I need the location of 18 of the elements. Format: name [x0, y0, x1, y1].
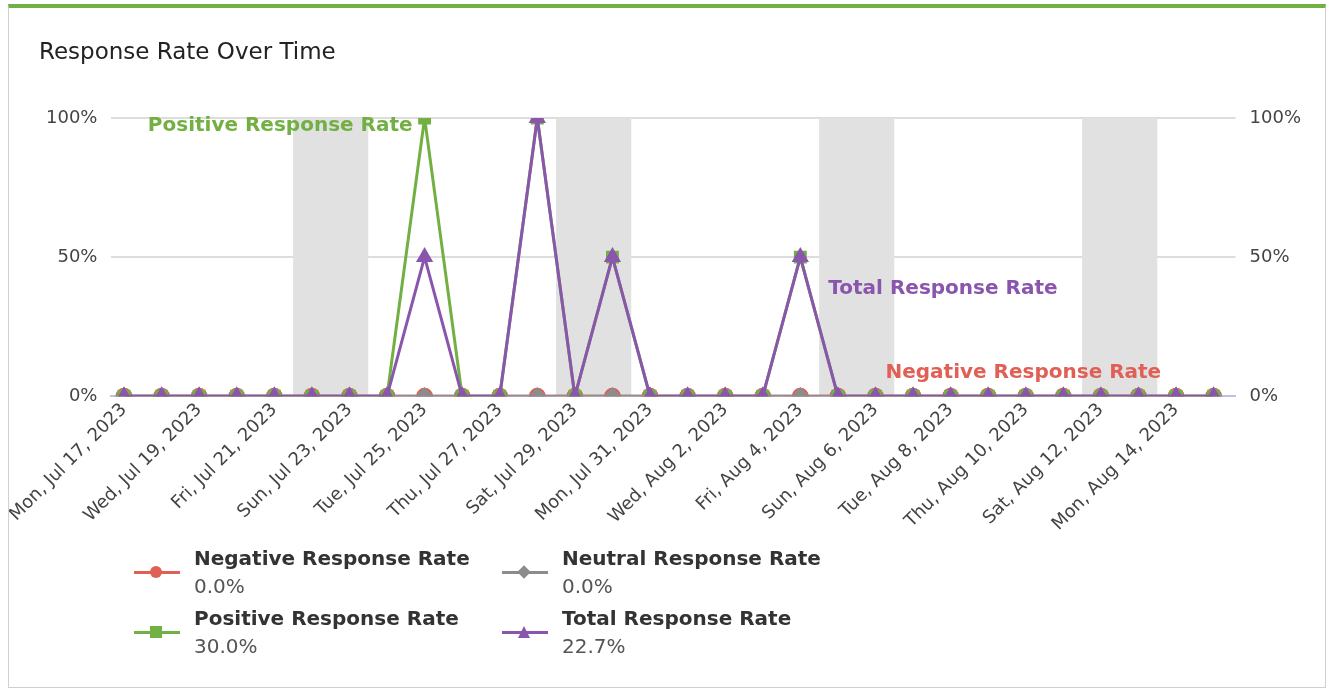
- legend-label: Negative Response Rate: [194, 546, 470, 570]
- annotation: Positive Response Rate: [147, 112, 413, 137]
- legend-label: Positive Response Rate: [194, 606, 459, 630]
- y-tick-label: 50%: [57, 244, 98, 266]
- text: 30.0%: [194, 634, 259, 658]
- y-tick-label: 100%: [46, 105, 98, 127]
- text: 0.0%: [194, 574, 246, 598]
- chart-title: Response Rate Over Time: [39, 38, 336, 64]
- annotation: Total Response Rate: [828, 275, 1058, 300]
- text: 22.7%: [562, 634, 627, 658]
- y2-tick-label: 50%: [1249, 244, 1290, 266]
- legend-label: Neutral Response Rate: [562, 546, 821, 570]
- y2-tick-label: 100%: [1249, 105, 1302, 127]
- y2-tick-label: 0%: [1249, 383, 1279, 405]
- annotation: Negative Response Rate: [885, 359, 1162, 384]
- legend-label: Total Response Rate: [562, 606, 792, 630]
- text: 0.0%: [562, 574, 614, 598]
- y-tick-label: 0%: [68, 383, 98, 405]
